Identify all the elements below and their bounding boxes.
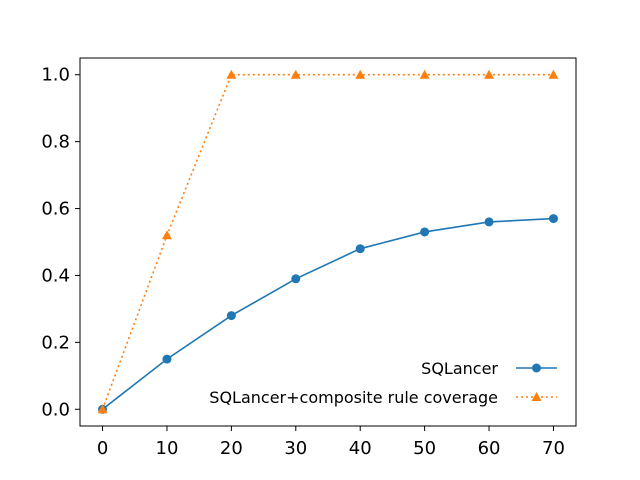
y-tick-label: 0.6 bbox=[41, 199, 70, 220]
data-point bbox=[420, 227, 430, 237]
y-axis: 0.0 0.2 0.4 0.6 0.8 1.0 bbox=[41, 65, 80, 420]
x-tick-label: 0 bbox=[97, 438, 108, 459]
legend-marker bbox=[531, 392, 542, 401]
series-line bbox=[101, 73, 554, 410]
legend-item: SQLancer bbox=[421, 359, 557, 378]
y-tick-label: 0.0 bbox=[41, 399, 70, 420]
data-point bbox=[226, 69, 237, 79]
legend-label: SQLancer bbox=[421, 359, 498, 378]
data-point bbox=[290, 69, 301, 79]
data-point bbox=[548, 69, 559, 79]
data-point bbox=[548, 214, 558, 224]
y-tick-label: 0.2 bbox=[41, 332, 70, 353]
x-axis: 0 10 20 30 40 50 60 70 bbox=[97, 426, 565, 459]
data-point bbox=[97, 404, 108, 414]
legend-item: SQLancer+composite rule coverage bbox=[209, 388, 557, 407]
data-point bbox=[291, 274, 301, 284]
data-point bbox=[484, 217, 494, 227]
y-tick-label: 0.4 bbox=[41, 265, 70, 286]
legend-marker bbox=[532, 363, 541, 373]
legend: SQLancer SQLancer+composite rule coverage bbox=[209, 359, 557, 407]
data-point bbox=[162, 354, 172, 364]
x-tick-label: 40 bbox=[349, 438, 372, 459]
data-point bbox=[355, 244, 365, 254]
series-line bbox=[102, 217, 554, 410]
x-tick-label: 20 bbox=[220, 438, 243, 459]
data-point bbox=[226, 311, 236, 321]
x-tick-label: 70 bbox=[542, 438, 565, 459]
data-point bbox=[355, 69, 366, 79]
series-sqlancer bbox=[98, 214, 558, 414]
y-tick-label: 1.0 bbox=[41, 65, 70, 86]
axes-frame bbox=[79, 57, 577, 427]
x-tick-label: 50 bbox=[413, 438, 436, 459]
x-tick-label: 60 bbox=[478, 438, 501, 459]
data-point bbox=[419, 69, 430, 79]
y-tick-label: 0.8 bbox=[41, 132, 70, 153]
legend-label: SQLancer+composite rule coverage bbox=[209, 388, 498, 407]
data-point bbox=[161, 230, 172, 240]
data-point bbox=[484, 69, 495, 79]
x-tick-label: 30 bbox=[284, 438, 307, 459]
series-sqlancer-composite bbox=[97, 69, 559, 414]
series-layer bbox=[97, 69, 559, 414]
x-tick-label: 10 bbox=[156, 438, 179, 459]
